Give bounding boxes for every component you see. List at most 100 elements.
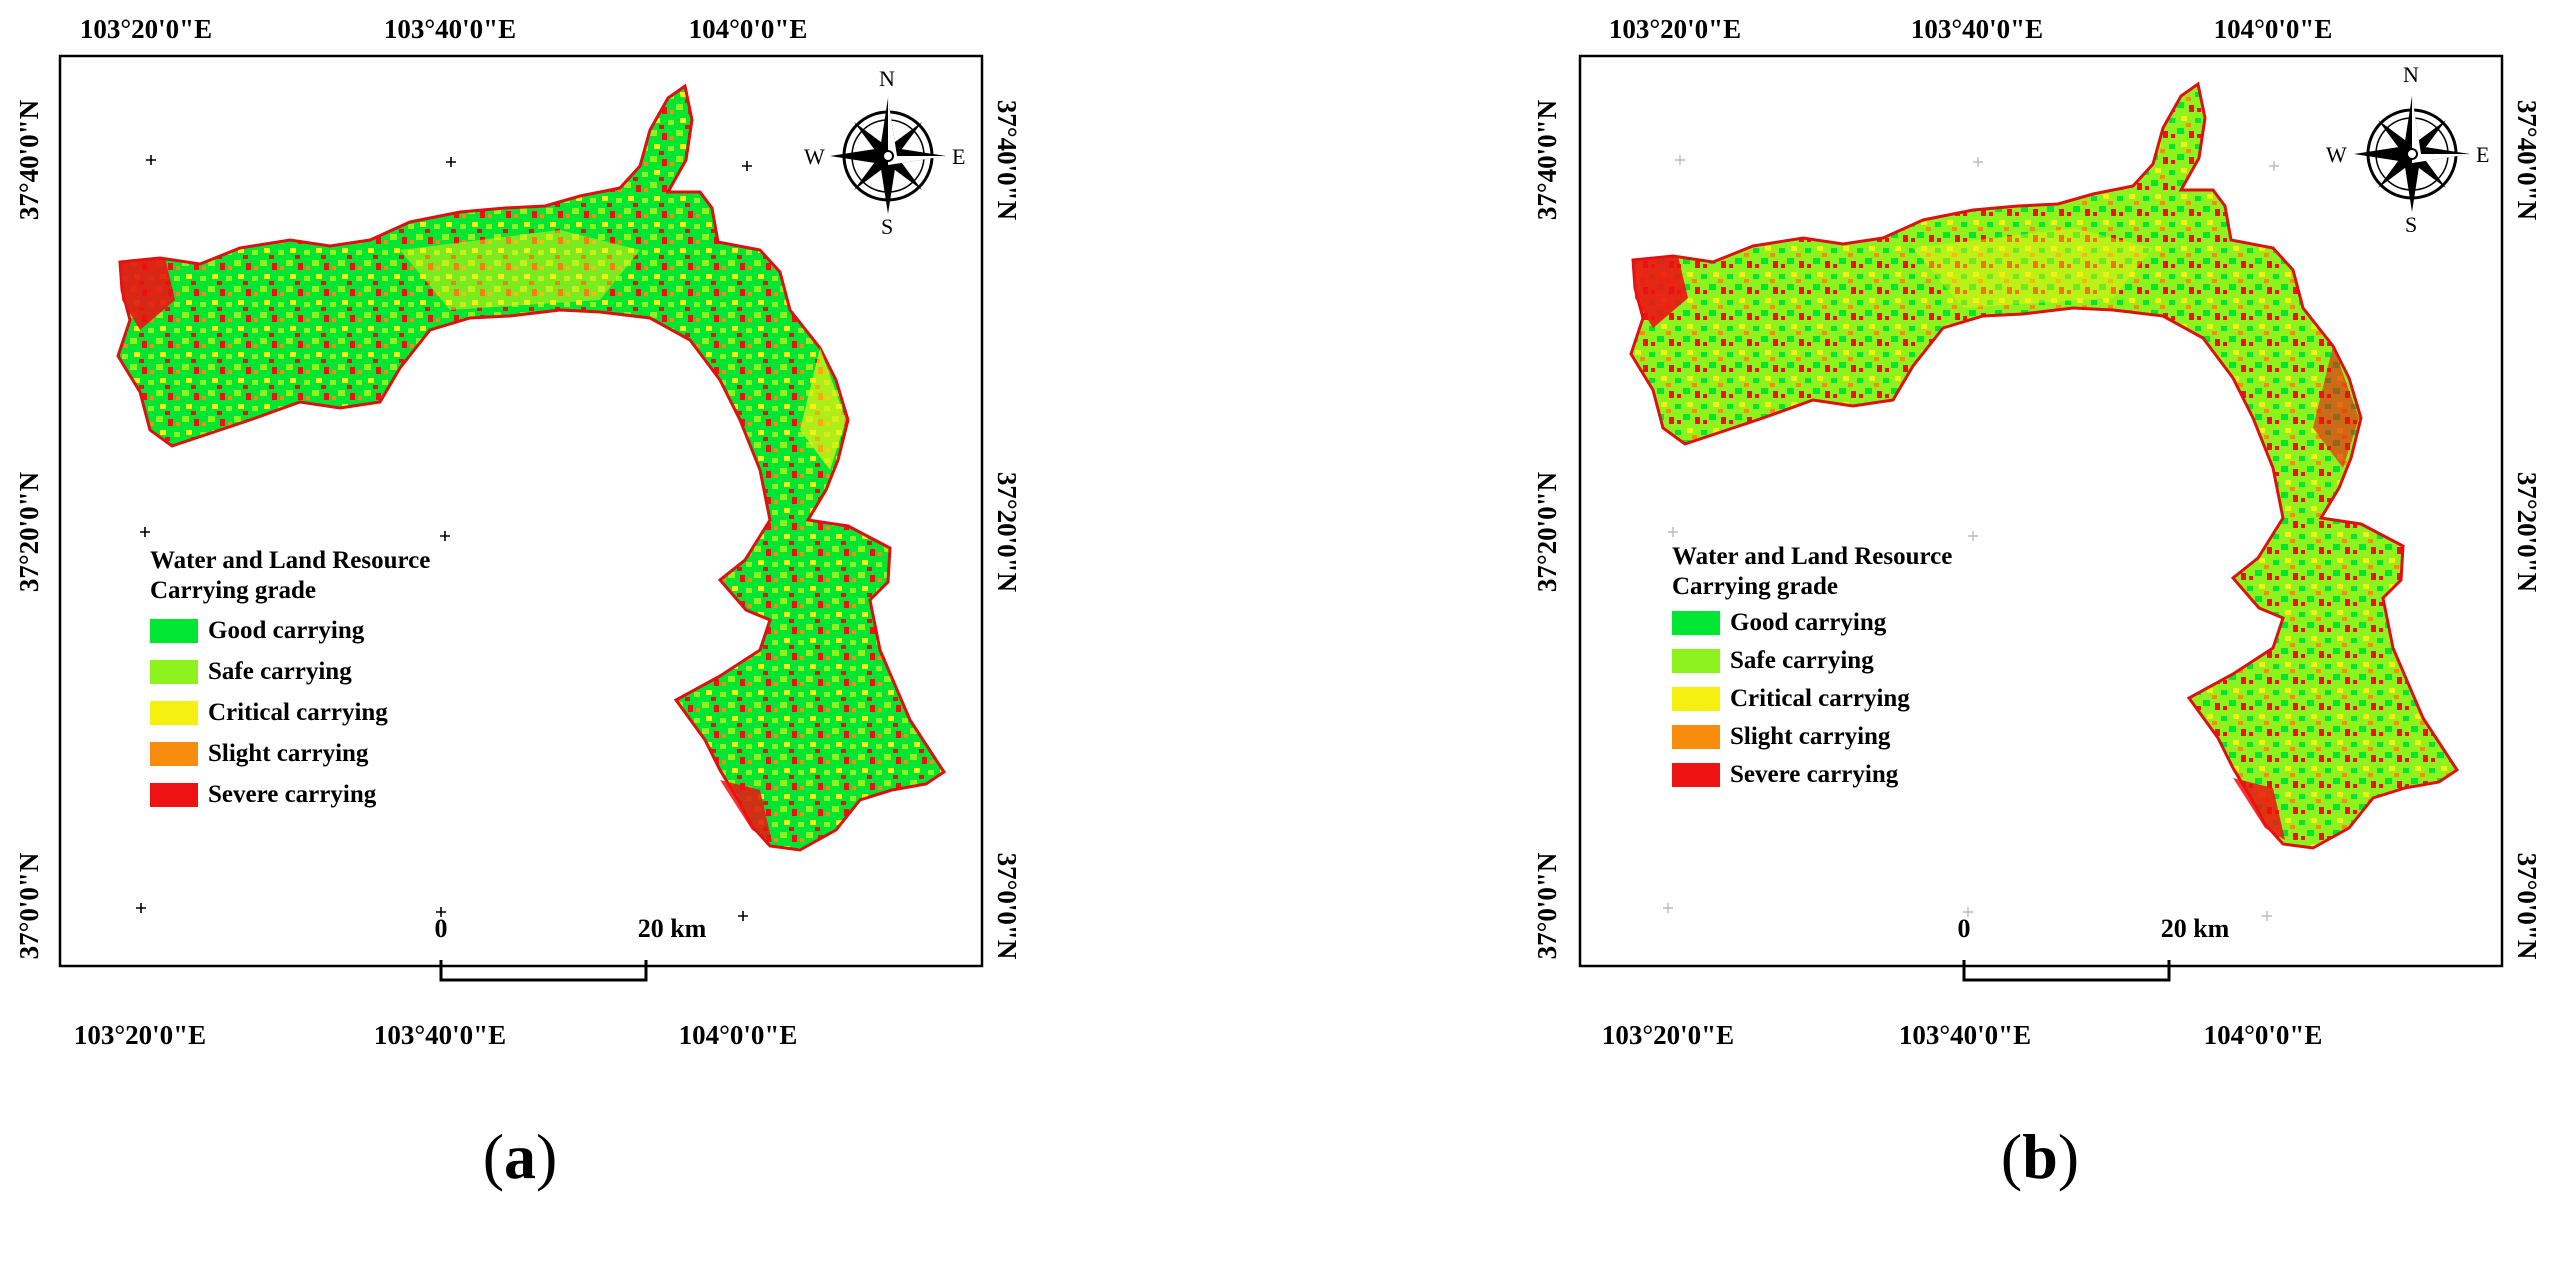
map-panel-a: N S E W 103°20'0"E 103°40'0"E 104°0'0"E … <box>14 14 1022 1194</box>
map-panel-b: N S E W 103°20'0"E 103°40'0"E 104°0'0"E … <box>1280 0 2560 1264</box>
panel-label-letter: a <box>504 1121 536 1192</box>
lat-label-right: 37°20'0"N <box>2512 471 2542 593</box>
legend-item: Safe carrying <box>150 651 430 692</box>
severe-patch <box>720 780 772 842</box>
lat-label-left: 37°20'0"N <box>14 471 44 593</box>
compass-north-label: N <box>2403 62 2419 87</box>
compass-south-label: S <box>2405 212 2418 237</box>
map-legend: Water and Land Resource Carrying grade G… <box>150 546 430 815</box>
legend-swatch <box>150 659 198 684</box>
compass-north-label: N <box>879 66 895 91</box>
compass-rose-icon <box>830 98 946 214</box>
study-area-region <box>1629 81 2460 850</box>
scale-start-label: 0 <box>1957 914 1971 943</box>
legend-item: Safe carrying <box>1672 642 1952 680</box>
scale-end-label: 20 km <box>637 914 707 943</box>
legend-item: Good carrying <box>1672 604 1952 642</box>
lat-label-left: 37°40'0"N <box>1532 99 1562 221</box>
lon-label-top: 103°40'0"E <box>383 14 517 44</box>
legend-item-label: Severe carrying <box>208 780 377 808</box>
compass-east-label: E <box>952 144 966 169</box>
legend-title: Water and Land Resource <box>150 547 431 574</box>
panel-label-open: ( <box>2000 1121 2023 1192</box>
legend-subtitle: Carrying grade <box>150 577 316 604</box>
lat-label-right: 37°40'0"N <box>992 99 1022 221</box>
lon-label-bottom: 103°20'0"E <box>1601 1020 1735 1050</box>
legend-swatch <box>1672 725 1720 749</box>
map-frame <box>58 54 984 968</box>
legend-item: Slight carrying <box>150 733 430 774</box>
lat-label-right: 37°0'0"N <box>2512 852 2542 960</box>
critical-patch <box>1913 228 2153 308</box>
lat-label-left: 37°0'0"N <box>1532 852 1562 960</box>
legend-item: Critical carrying <box>150 692 430 733</box>
panel-label-a: (a) <box>483 1120 558 1194</box>
scale-end-label: 20 km <box>2160 914 2230 943</box>
lat-label-left: 37°0'0"N <box>14 852 44 960</box>
lat-label-right: 37°20'0"N <box>992 471 1022 593</box>
legend-item-label: Slight carrying <box>208 739 369 767</box>
panel-label-close: ) <box>2057 1121 2080 1192</box>
lat-label-right: 37°40'0"N <box>2512 99 2542 221</box>
legend-swatch <box>150 700 198 725</box>
legend-item-label: Safe carrying <box>1730 647 1874 674</box>
lon-label-top: 103°40'0"E <box>1910 14 2044 44</box>
panel-label-b: (b) <box>2001 1120 2079 1194</box>
severe-patch <box>2233 778 2285 840</box>
lat-label-right: 37°0'0"N <box>992 852 1022 960</box>
panel-label-letter: b <box>2022 1121 2058 1192</box>
legend-item-label: Good carrying <box>1730 609 1887 636</box>
compass-west-label: W <box>804 144 825 169</box>
severe-patch <box>1633 256 1688 328</box>
legend-item-label: Safe carrying <box>208 657 352 685</box>
lon-label-top: 103°20'0"E <box>1608 14 1742 44</box>
compass-west-label: W <box>2326 142 2347 167</box>
legend-swatch <box>1672 687 1720 711</box>
lon-label-top: 103°20'0"E <box>79 14 213 44</box>
severe-patch <box>2313 346 2359 468</box>
panel-label-open: ( <box>482 1121 504 1192</box>
lon-label-bottom: 104°0'0"E <box>678 1020 798 1050</box>
legend-swatch <box>1672 763 1720 787</box>
critical-patch <box>400 230 640 310</box>
legend-item: Critical carrying <box>1672 680 1952 718</box>
map-frame <box>1578 54 2504 968</box>
scale-start-label: 0 <box>434 914 448 943</box>
critical-patch <box>800 348 846 470</box>
lat-label-left: 37°40'0"N <box>14 99 44 221</box>
lon-label-bottom: 103°20'0"E <box>73 1020 207 1050</box>
scale-bar <box>1962 960 2171 982</box>
legend-title: Water and Land Resource <box>1672 543 1953 570</box>
lon-label-bottom: 104°0'0"E <box>2203 1020 2323 1050</box>
legend-swatch <box>150 782 198 807</box>
study-area-region <box>116 83 947 852</box>
lon-label-bottom: 103°40'0"E <box>373 1020 507 1050</box>
legend-item: Severe carrying <box>150 774 430 815</box>
legend-item-label: Good carrying <box>208 616 365 644</box>
compass-east-label: E <box>2476 142 2490 167</box>
map-canvas-b <box>1578 54 2504 982</box>
compass-south-label: S <box>881 214 894 239</box>
panel-label-close: ) <box>536 1121 558 1192</box>
graticule-cross-icon <box>1663 155 2279 921</box>
legend-swatch <box>150 741 198 766</box>
graticule-cross-icon <box>136 155 752 921</box>
legend-item-label: Critical carrying <box>1730 685 1910 712</box>
legend-swatch <box>1672 649 1720 673</box>
legend-swatch <box>150 618 198 643</box>
legend-item: Good carrying <box>150 610 430 651</box>
lon-label-top: 104°0'0"E <box>688 14 808 44</box>
legend-item-label: Critical carrying <box>208 698 388 726</box>
legend-item-label: Severe carrying <box>1730 761 1899 788</box>
legend-item: Severe carrying <box>1672 756 1952 794</box>
legend-item: Slight carrying <box>1672 718 1952 756</box>
lat-label-left: 37°20'0"N <box>1532 471 1562 593</box>
lon-label-top: 104°0'0"E <box>2213 14 2333 44</box>
legend-subtitle: Carrying grade <box>1672 573 1838 600</box>
map-canvas-a <box>58 54 984 982</box>
severe-patch <box>120 258 175 330</box>
lon-label-bottom: 103°40'0"E <box>1898 1020 2032 1050</box>
scale-bar <box>439 960 648 982</box>
legend-swatch <box>1672 611 1720 635</box>
legend-item-label: Slight carrying <box>1730 723 1891 750</box>
